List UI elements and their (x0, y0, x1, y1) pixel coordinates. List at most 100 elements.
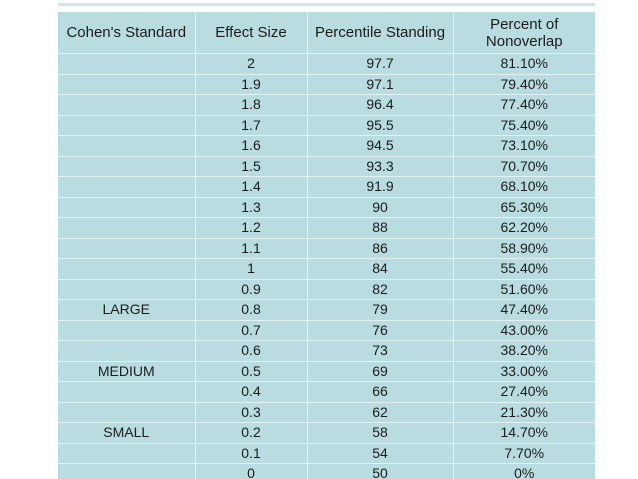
cell-percentile-standing: 76 (306, 319, 453, 341)
cell-percent-of-nonoverlap: 81.10% (452, 53, 595, 74)
table-row: 0.6 73 38.20% (58, 340, 595, 361)
cell-cohens-standard (58, 114, 195, 136)
cell-percent-of-nonoverlap: 55.40% (452, 258, 595, 279)
cell-percentile-standing: 97.7 (306, 53, 453, 74)
cell-cohens-standard (58, 155, 195, 177)
cell-percentile-standing: 96.4 (306, 94, 453, 115)
cell-cohens-standard (58, 401, 195, 423)
cell-effect-size: 1.1 (194, 237, 307, 259)
table-row: 0 50 0% (58, 463, 595, 479)
cell-percent-of-nonoverlap: 79.40% (452, 73, 595, 95)
table-row: 1.4 91.9 68.10% (58, 176, 595, 197)
cell-cohens-standard (58, 442, 195, 464)
cell-cohens-standard (58, 463, 195, 479)
table-row: 1.8 96.4 77.40% (58, 94, 595, 115)
cell-percentile-standing: 94.5 (306, 135, 453, 156)
column-header-effect-size: Effect Size (194, 12, 307, 54)
cell-effect-size: 0 (194, 463, 307, 479)
cell-percent-of-nonoverlap: 38.20% (452, 340, 595, 361)
cell-percent-of-nonoverlap: 14.70% (452, 422, 595, 443)
cell-effect-size: 0.2 (194, 422, 307, 443)
cell-effect-size: 1.4 (194, 176, 307, 197)
cell-cohens-standard (58, 73, 195, 95)
cell-percentile-standing: 91.9 (306, 176, 453, 197)
cell-percent-of-nonoverlap: 77.40% (452, 94, 595, 115)
cell-effect-size: 0.6 (194, 340, 307, 361)
column-header-percent-of-nonoverlap: Percent of Nonoverlap (452, 12, 595, 54)
table-row: 1 84 55.40% (58, 258, 595, 279)
column-header-cohens-standard: Cohen's Standard (66, 24, 187, 41)
table-row: 0.9 82 51.60% (58, 278, 595, 300)
cell-percentile-standing: 58 (306, 422, 453, 443)
cell-percent-of-nonoverlap: 27.40% (452, 381, 595, 402)
cell-cohens-standard (58, 217, 195, 238)
cell-percentile-standing: 50 (306, 463, 453, 479)
cell-percent-of-nonoverlap: 33.00% (452, 360, 595, 382)
top-accent-strip (58, 3, 595, 6)
cell-effect-size: 0.5 (194, 360, 307, 382)
cell-effect-size: 1 (194, 258, 307, 279)
cell-effect-size: 0.3 (194, 401, 307, 423)
cell-cohens-standard (58, 196, 195, 218)
table-row: 1.1 86 58.90% (58, 237, 595, 259)
cell-cohens-standard: MEDIUM (58, 360, 195, 382)
table-row: 1.7 95.5 75.40% (58, 114, 595, 136)
cell-percentile-standing: 82 (306, 278, 453, 300)
cell-percent-of-nonoverlap: 68.10% (452, 176, 595, 197)
cell-cohens-standard: SMALL (58, 422, 195, 443)
table-row: 0.3 62 21.30% (58, 401, 595, 423)
cell-effect-size: 1.5 (194, 155, 307, 177)
cohen-effect-size-table: Cohen's Standard Effect Size Percentile St… (58, 12, 595, 479)
cell-percent-of-nonoverlap: 70.70% (452, 155, 595, 177)
cell-cohens-standard (58, 176, 195, 197)
cell-effect-size: 0.4 (194, 381, 307, 402)
cell-effect-size: 2 (194, 53, 307, 74)
cell-cohens-standard (58, 94, 195, 115)
cell-percentile-standing: 86 (306, 237, 453, 259)
cell-percent-of-nonoverlap: 0% (452, 463, 595, 479)
cell-cohens-standard (58, 319, 195, 341)
cell-effect-size: 1.8 (194, 94, 307, 115)
table-row: 1.3 90 65.30% (58, 196, 595, 218)
cell-percent-of-nonoverlap: 73.10% (452, 135, 595, 156)
table-row: 1.2 88 62.20% (58, 217, 595, 238)
cell-effect-size: 0.7 (194, 319, 307, 341)
table-row: 1.6 94.5 73.10% (58, 135, 595, 156)
cell-percentile-standing: 73 (306, 340, 453, 361)
cell-percent-of-nonoverlap: 65.30% (452, 196, 595, 218)
cell-cohens-standard (58, 258, 195, 279)
cell-percent-of-nonoverlap: 21.30% (452, 401, 595, 423)
cell-percentile-standing: 90 (306, 196, 453, 218)
table-header-row: Cohen's Standard Effect Size Percentile St… (58, 12, 595, 54)
cell-percentile-standing: 62 (306, 401, 453, 423)
cell-percent-of-nonoverlap: 51.60% (452, 278, 595, 300)
cell-cohens-standard (58, 340, 195, 361)
cell-cohens-standard (58, 381, 195, 402)
cell-effect-size: 1.2 (194, 217, 307, 238)
cell-effect-size: 1.9 (194, 73, 307, 95)
cell-effect-size: 0.1 (194, 442, 307, 464)
table-row: 0.7 76 43.00% (58, 319, 595, 341)
cell-percentile-standing: 93.3 (306, 155, 453, 177)
cell-percent-of-nonoverlap: 62.20% (452, 217, 595, 238)
cell-effect-size: 0.9 (194, 278, 307, 300)
cell-effect-size: 1.7 (194, 114, 307, 136)
table-row: LARGE 0.8 79 47.40% (58, 299, 595, 320)
cell-cohens-standard (58, 135, 195, 156)
cell-percent-of-nonoverlap: 43.00% (452, 319, 595, 341)
cell-percentile-standing: 66 (306, 381, 453, 402)
cell-cohens-standard (58, 53, 195, 74)
cell-percentile-standing: 54 (306, 442, 453, 464)
cell-percentile-standing: 97.1 (306, 73, 453, 95)
cell-percent-of-nonoverlap: 75.40% (452, 114, 595, 136)
table-row: 1.5 93.3 70.70% (58, 155, 595, 177)
cell-percentile-standing: 79 (306, 299, 453, 320)
column-header-percentile-standing: Percentile Standing (306, 12, 453, 54)
table-row: MEDIUM 0.5 69 33.00% (58, 360, 595, 382)
cell-cohens-standard: LARGE (58, 299, 195, 320)
cell-percentile-standing: 95.5 (306, 114, 453, 136)
cell-effect-size: 1.3 (194, 196, 307, 218)
cell-cohens-standard (58, 237, 195, 259)
cell-effect-size: 0.8 (194, 299, 307, 320)
